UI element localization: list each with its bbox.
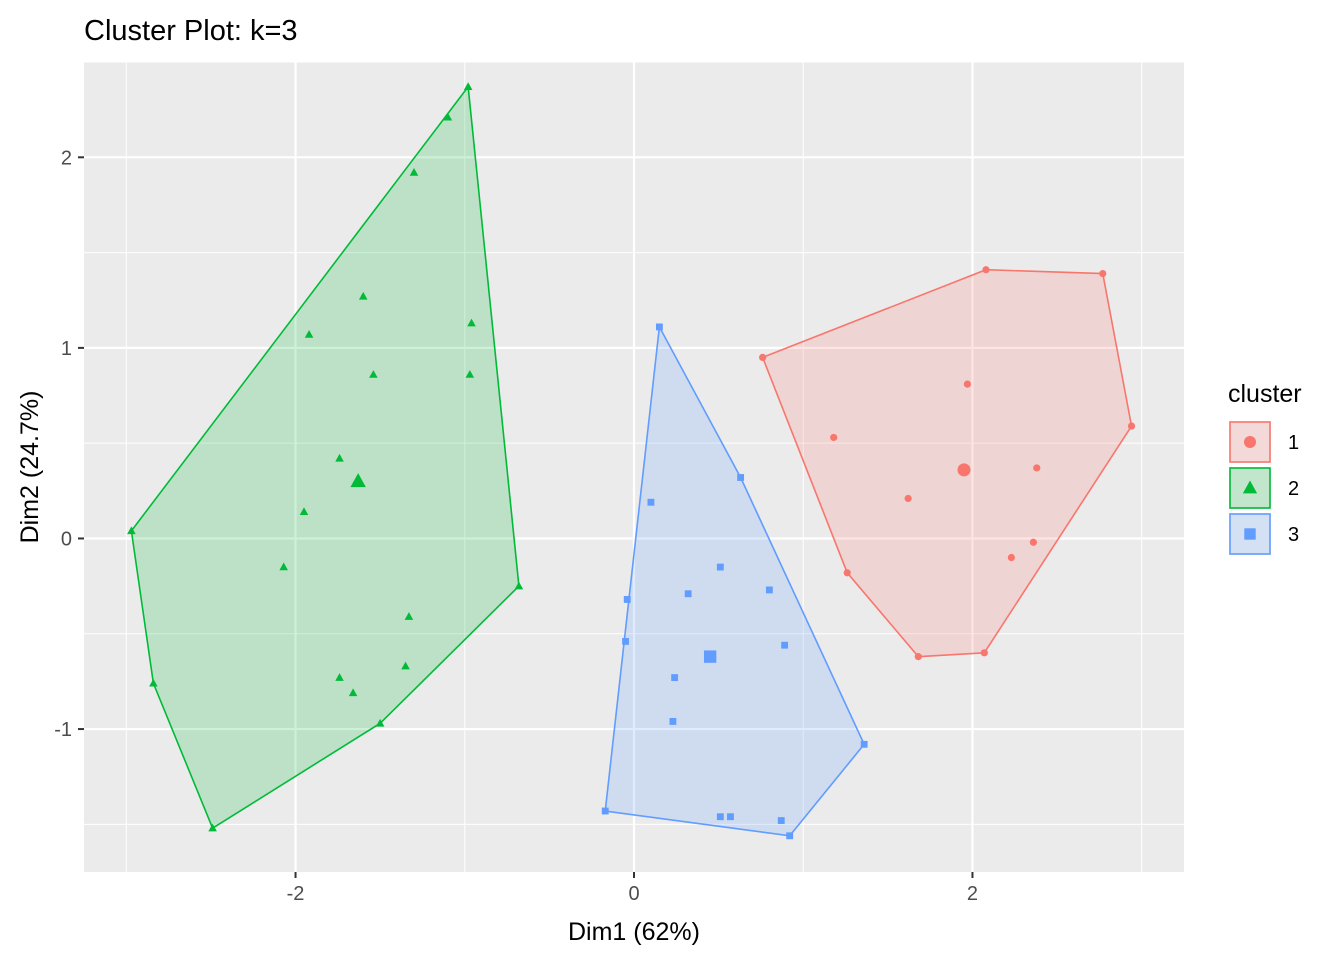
cluster-2-point — [208, 823, 217, 832]
cluster-2-point — [304, 330, 314, 338]
cluster-3-point — [622, 637, 629, 645]
legend-key-1-symbol — [1244, 436, 1256, 448]
cluster-1-point — [843, 569, 851, 577]
legend-key-2 — [1229, 467, 1271, 509]
x-tick-label: 2 — [967, 883, 978, 905]
cluster-1-point — [759, 353, 767, 362]
cluster-3-hull — [604, 324, 866, 837]
cluster-2-point — [299, 507, 309, 516]
y-tick-label: -1 — [54, 719, 72, 741]
cluster-2-point — [467, 318, 476, 327]
legend-key-3-symbol — [1244, 528, 1256, 540]
cluster-3-point — [716, 813, 724, 821]
cluster-1-point — [963, 380, 971, 388]
legend-title: cluster — [1228, 380, 1302, 408]
cluster-1-point — [904, 494, 912, 503]
legend-label-2: 2 — [1288, 478, 1299, 500]
y-tick-label: 2 — [61, 147, 72, 169]
cluster-3-point — [777, 817, 785, 824]
cluster-points — [127, 82, 1136, 840]
x-tick-label: -2 — [287, 883, 305, 905]
cluster-2-point — [127, 526, 136, 535]
cluster-1-center — [957, 463, 971, 477]
y-axis-title: Dim2 (24.7%) — [16, 391, 44, 544]
axis-ticks: -2 0 2 -1 0 1 2 — [54, 147, 978, 905]
cluster-3-point — [727, 813, 734, 821]
cluster-1-point — [1099, 269, 1107, 278]
cluster-2-point — [463, 82, 473, 91]
cluster-3-point — [781, 641, 789, 649]
cluster-1-point — [980, 649, 988, 657]
cluster-2-point — [335, 673, 344, 681]
legend-label-3: 3 — [1288, 524, 1299, 546]
cluster-3-point — [860, 740, 868, 748]
cluster-1-hull — [761, 268, 1133, 658]
cluster-1-point — [1007, 553, 1015, 562]
cluster-2-point — [335, 453, 344, 462]
cluster-2-point — [149, 678, 158, 687]
x-axis-title: Dim1 (62%) — [568, 918, 700, 946]
cluster-2-point — [443, 112, 453, 121]
cluster-3-point — [647, 498, 655, 506]
cluster-1-point — [914, 653, 922, 661]
cluster-1-point — [1127, 422, 1136, 430]
cluster-1-point — [1033, 464, 1041, 472]
cluster-3-center — [703, 650, 717, 663]
x-tick-label: 0 — [628, 883, 639, 905]
cluster-3-point — [716, 563, 724, 571]
cluster-2-point — [401, 661, 410, 670]
grid-major — [84, 62, 1184, 872]
cluster-3-point — [765, 586, 773, 594]
cluster-2-point — [369, 370, 378, 378]
cluster-3-point — [601, 807, 609, 815]
cluster-2-center — [350, 473, 366, 488]
chart-title: Cluster Plot: k=3 — [84, 15, 298, 47]
cluster-3-point — [655, 323, 663, 331]
cluster-3-point — [684, 590, 692, 598]
cluster-3-point — [669, 718, 677, 725]
cluster-1-point — [982, 266, 990, 274]
cluster-2-point — [358, 291, 368, 300]
cluster-3-point — [671, 674, 679, 682]
legend-label-1: 1 — [1288, 432, 1299, 454]
cluster-3-point — [786, 832, 794, 840]
legend-key-2-symbol — [1242, 480, 1258, 494]
y-tick-label: 0 — [61, 528, 72, 550]
cluster-1-point — [830, 433, 838, 442]
cluster-hulls — [130, 84, 1133, 837]
y-tick-label: 1 — [61, 338, 72, 360]
cluster-2-point — [375, 718, 385, 727]
cluster-3-point — [623, 596, 631, 603]
cluster-2-point — [465, 370, 475, 378]
cluster-2-point — [404, 612, 414, 620]
cluster-2-point — [348, 688, 358, 697]
cluster-2-point — [514, 581, 524, 590]
cluster-1-point — [1029, 538, 1037, 546]
legend: cluster 1 2 3 — [1228, 380, 1302, 555]
cluster-2-point — [409, 168, 419, 176]
cluster-3-point — [737, 474, 745, 481]
cluster-2-point — [279, 562, 288, 571]
